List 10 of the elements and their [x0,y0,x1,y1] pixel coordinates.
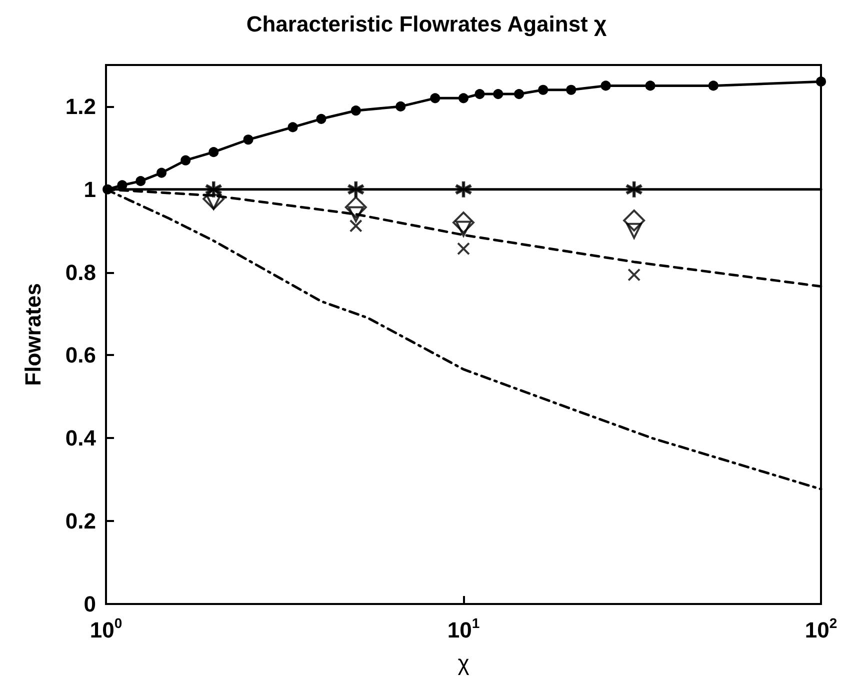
y-axis-title: Flowrates [20,283,46,386]
y-tick-label: 0.2 [65,508,96,534]
y-tick-label: 0 [84,592,96,616]
y-tick-label: 0.4 [65,426,97,451]
y-tick-label: 1.2 [65,94,96,119]
y-tick-label: 1 [84,176,96,202]
x-axis-title: χ [458,650,470,676]
y-tick-label: 0.6 [65,342,96,368]
chart-title: Characteristic Flowrates Against χ [246,12,607,36]
y-tick-label: 0.8 [65,260,96,285]
